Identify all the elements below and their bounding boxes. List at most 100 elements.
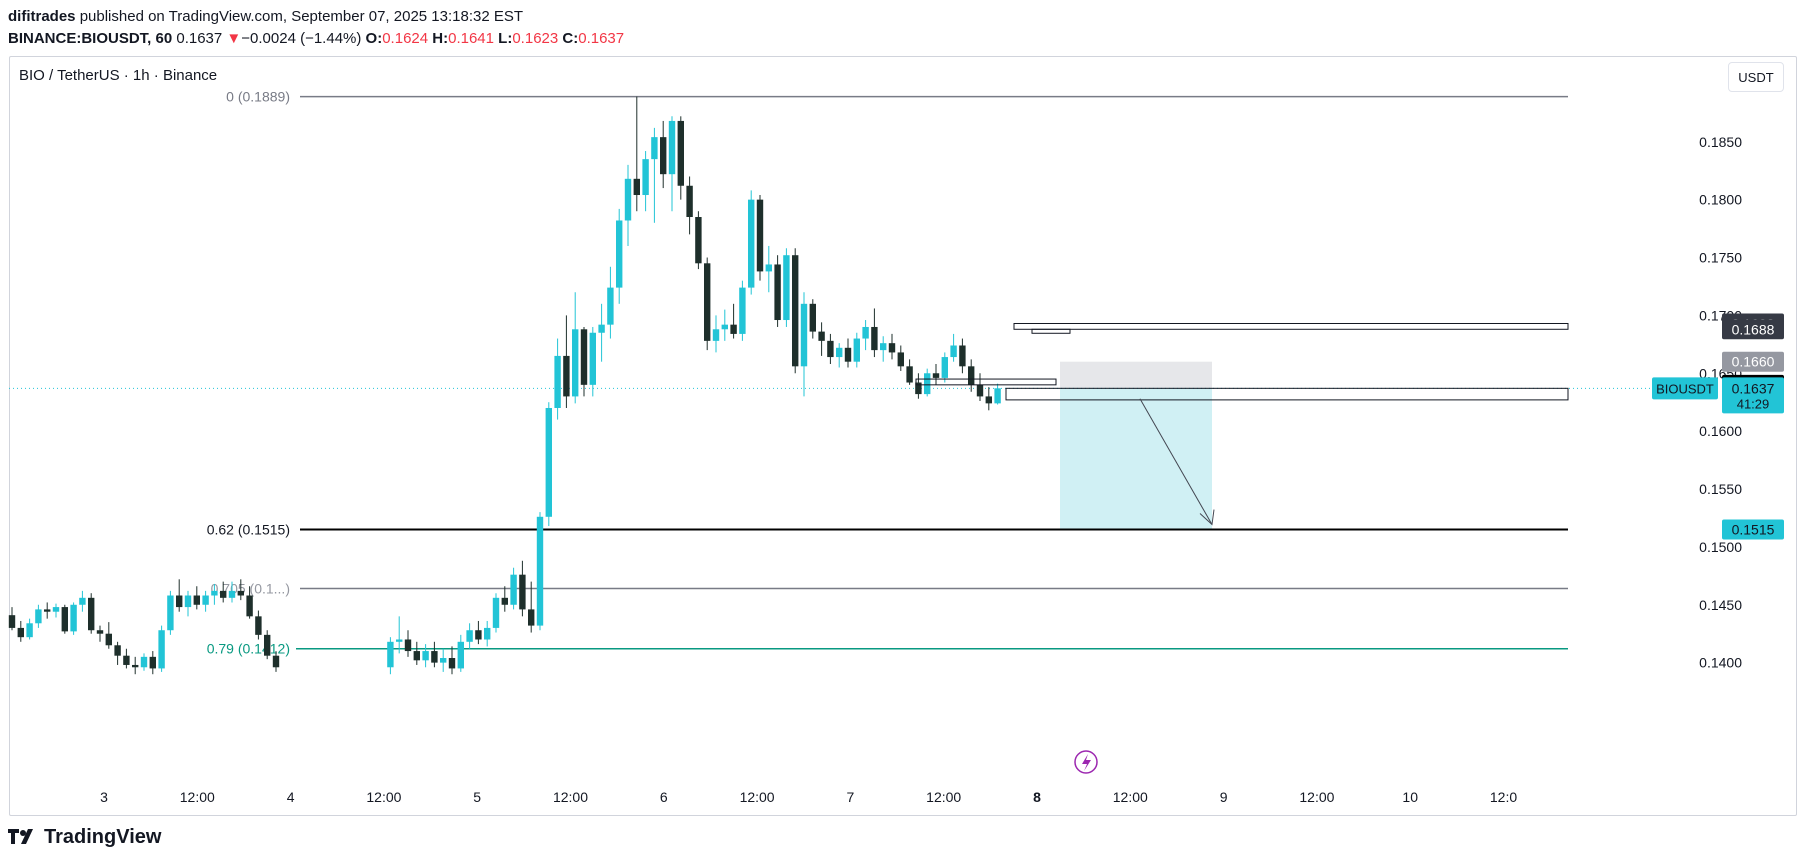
candle-body: [228, 590, 236, 598]
candle-body: [739, 287, 746, 334]
tradingview-logo[interactable]: TradingView: [8, 826, 161, 849]
price-tag: [1722, 319, 1784, 340]
candle-body: [563, 355, 570, 397]
candle-body: [721, 324, 728, 330]
candle-body: [906, 366, 913, 383]
candle-body: [580, 329, 588, 385]
publish-date: published on TradingView.com, September …: [79, 8, 524, 25]
candle-body: [510, 574, 517, 605]
x-tick-label: 10: [1402, 789, 1418, 805]
price-tag: [1722, 519, 1784, 540]
projection-arrow-line[interactable]: [1139, 398, 1213, 525]
resistance-box[interactable]: [1013, 322, 1569, 330]
candle-body: [897, 352, 904, 367]
candle-body: [440, 658, 447, 663]
candle-body: [862, 326, 869, 339]
low-label: L:: [498, 30, 513, 47]
candle-body: [8, 615, 16, 628]
candle-body: [475, 630, 482, 640]
x-tick-label: 6: [660, 789, 668, 805]
price-tag-label: 0.1515: [1732, 522, 1775, 538]
publish-info: difitrades published on TradingView.com,…: [8, 8, 523, 25]
close-value: 0.1637: [578, 30, 625, 47]
target-zone[interactable]: [1060, 388, 1212, 530]
close-label: C:: [562, 30, 579, 47]
candle-body: [536, 516, 544, 626]
candle-body: [976, 384, 984, 397]
x-tick-label: 7: [847, 789, 855, 805]
y-tick-label: 0.1450: [1699, 597, 1742, 613]
candle-body: [176, 595, 183, 608]
order-block-box[interactable]: [1031, 328, 1071, 334]
candle-body: [237, 590, 244, 596]
candle-body: [871, 326, 878, 351]
x-tick-label: 9: [1220, 789, 1228, 805]
candle-body: [572, 329, 579, 397]
candle-body: [96, 630, 104, 634]
candle-body: [264, 634, 271, 656]
candle-body: [158, 630, 165, 669]
candle-body: [959, 345, 966, 367]
support-box[interactable]: [915, 378, 1057, 386]
candle-body: [387, 641, 394, 668]
candle-body: [712, 329, 720, 341]
candle-body: [272, 655, 280, 668]
high-label: H:: [432, 30, 449, 47]
candle-body: [448, 658, 456, 669]
candle-body: [545, 407, 552, 517]
candle-body: [756, 199, 764, 272]
candle-body: [17, 627, 24, 638]
candle-body: [651, 137, 658, 160]
x-tick-label: 12:00: [366, 789, 401, 805]
candle-body: [52, 607, 60, 612]
x-tick-label: 12:00: [1299, 789, 1334, 805]
symbol-tag-label: BIOUSDT: [1656, 381, 1714, 396]
candle-body: [686, 185, 693, 218]
candle-body: [880, 343, 887, 351]
author-name[interactable]: difitrades: [8, 8, 76, 25]
price-tag-label: 0.1660: [1732, 354, 1775, 370]
candle-body: [695, 217, 702, 264]
candle-body: [915, 382, 922, 395]
candle-body: [818, 331, 825, 341]
range-box[interactable]: [1005, 387, 1569, 401]
candle-body: [413, 651, 420, 661]
lightning-event-icon[interactable]: [1074, 750, 1098, 774]
candle-body: [114, 645, 121, 656]
candle-body: [598, 324, 605, 333]
candle-body: [105, 633, 112, 646]
down-arrow-icon: ▼: [226, 30, 242, 47]
arrow-head-icon: [1199, 509, 1215, 526]
candle-body: [519, 574, 526, 610]
candle-body: [35, 609, 42, 624]
currency-button[interactable]: USDT: [1728, 62, 1784, 92]
candle-body: [924, 373, 931, 395]
candle-body: [624, 178, 632, 221]
tradingview-logo-icon: [8, 828, 33, 844]
lightning-bolt-icon: [1082, 754, 1091, 771]
candle-body: [844, 347, 852, 362]
price-tag-label: 0.1688: [1732, 321, 1775, 337]
candle-body: [660, 137, 667, 175]
candle-body: [457, 641, 464, 669]
candle-body: [79, 597, 86, 605]
x-tick-label: 5: [473, 789, 481, 805]
candle-body: [941, 357, 948, 378]
candle-body: [501, 597, 508, 605]
candle-body: [484, 627, 491, 640]
candle-body: [220, 590, 227, 598]
ohlc-line: BINANCE:BIOUSDT, 60 0.1637 ▼−0.0024 (−1.…: [8, 30, 624, 47]
candle-body: [607, 287, 614, 325]
candle-body: [123, 655, 130, 665]
y-tick-label: 0.1600: [1699, 423, 1742, 439]
fib-level-label: 0 (0.1889): [226, 89, 290, 105]
stop-zone[interactable]: [1060, 361, 1212, 389]
candle-body: [985, 396, 992, 404]
candle-body: [246, 595, 253, 617]
candle-body: [396, 639, 403, 642]
y-tick-label: 0.1850: [1699, 134, 1742, 150]
candle-body: [730, 324, 737, 334]
x-tick-label: 12:0: [1490, 789, 1517, 805]
candle-body: [26, 623, 33, 638]
